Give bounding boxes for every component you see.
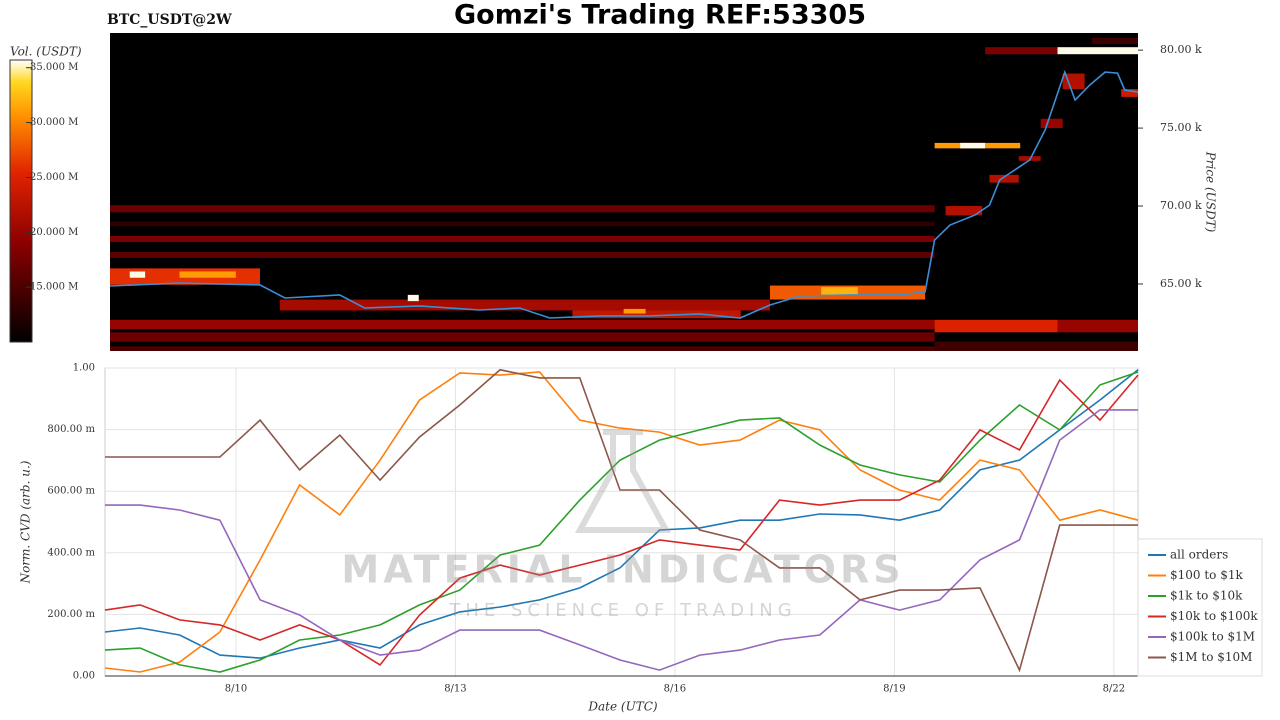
heatmap-cell: [110, 332, 935, 342]
watermark-title: MATERIAL INDICATORS: [341, 548, 904, 592]
colorbar-tick-label: 25.000 M: [30, 172, 78, 183]
heatmap-cell: [821, 287, 858, 295]
heatmap-cell: [110, 346, 935, 351]
heatmap-cell: [110, 235, 935, 243]
heatmap-cell: [1121, 89, 1138, 97]
x-axis-label: Date (UTC): [587, 700, 657, 714]
x-tick-label: 8/19: [883, 684, 905, 695]
y-tick-label: 200.00 m: [47, 609, 95, 620]
colorbar-tick-label: 30.000 M: [30, 117, 78, 128]
legend-label: $10k to $100k: [1170, 609, 1258, 623]
watermark-subtitle: THE SCIENCE OF TRADING: [448, 600, 796, 621]
heatmap-background: [110, 33, 1138, 351]
series-line: [104, 374, 1139, 666]
legend-label: all orders: [1170, 548, 1228, 562]
heatmap-cell: [572, 310, 741, 319]
series-line: [104, 371, 1139, 673]
legend: all orders $100 to $1k $1k to $10k $10k to …: [1137, 538, 1263, 677]
price-line: [109, 69, 1139, 319]
heatmap-cell: [1057, 47, 1138, 55]
y-tick-label: 70.00 k: [1160, 199, 1202, 212]
heatmap-cell: [110, 319, 935, 330]
heatmap-cell: [110, 252, 935, 258]
heatmap-cell: [110, 205, 935, 213]
y-axis-label: Price (USDT): [1204, 151, 1218, 233]
heatmap-cell: [129, 271, 146, 278]
series-line: [104, 371, 1139, 673]
x-tick-label: 8/16: [664, 684, 686, 695]
series-line: [104, 369, 1139, 659]
x-tick-label: 8/10: [225, 684, 247, 695]
heatmap-cell: [407, 294, 419, 302]
y-tick-label: 1.00: [73, 363, 95, 374]
page-title: Gomzi's Trading REF:53305: [454, 0, 866, 31]
heatmap-cell: [1091, 37, 1138, 44]
heatmap-cell: [1062, 73, 1085, 90]
series-line: [105, 368, 1138, 673]
colorbar-tick-label: 15.000 M: [30, 282, 78, 293]
heatmap-cells: [110, 37, 1138, 351]
heatmap-cell: [110, 221, 935, 227]
plot-area: [104, 367, 1139, 677]
watermark: MATERIAL INDICATORS THE SCIENCE OF TRADI…: [341, 429, 904, 621]
grid: [105, 367, 1138, 677]
heatmap-cell: [985, 47, 1058, 55]
x-tick-label: 8/13: [444, 684, 466, 695]
heatmap-title: BTC_USDT@2W: [107, 12, 232, 28]
heatmap-cell: [960, 142, 986, 149]
heatmap-cell: [934, 341, 1138, 351]
legend-box: [1137, 538, 1263, 677]
series-line: [105, 409, 1138, 671]
y-tick-label: 800.00 m: [47, 424, 95, 435]
heatmap-cell: [1040, 118, 1063, 129]
legend-label: $1k to $10k: [1170, 589, 1243, 603]
heatmap-cell: [934, 319, 1058, 333]
colorbar-tick-label: 20.000 M: [30, 227, 78, 238]
heatmap-cell: [623, 308, 646, 314]
watermark-icon: [574, 429, 672, 533]
y-tick-label: 400.00 m: [47, 547, 95, 558]
heatmap-cell: [279, 299, 770, 311]
legend-label: $100k to $1M: [1170, 630, 1255, 644]
heatmap-cell: [1057, 319, 1138, 333]
legend-label: $100 to $1k: [1170, 568, 1243, 582]
heatmap-cell: [989, 174, 1019, 183]
heatmap-cell: [179, 271, 236, 278]
y-tick-label: 80.00 k: [1160, 43, 1202, 56]
colorbar-tick-label: 35.000 M: [30, 62, 78, 73]
y-tick-label: 0.00: [73, 671, 95, 682]
colorbar-label: Vol. (USDT): [10, 45, 82, 59]
x-tick-label: 8/22: [1103, 684, 1125, 695]
y-tick-label: 600.00 m: [47, 486, 95, 497]
colorbar: [9, 59, 33, 343]
y-axis-label: Norm. CVD (arb. u.): [19, 460, 33, 584]
y-tick-label: 75.00 k: [1160, 121, 1202, 134]
legend-label: $1M to $10M: [1170, 650, 1252, 664]
y-tick-label: 65.00 k: [1160, 277, 1202, 290]
heatmap-cell: [945, 206, 983, 216]
